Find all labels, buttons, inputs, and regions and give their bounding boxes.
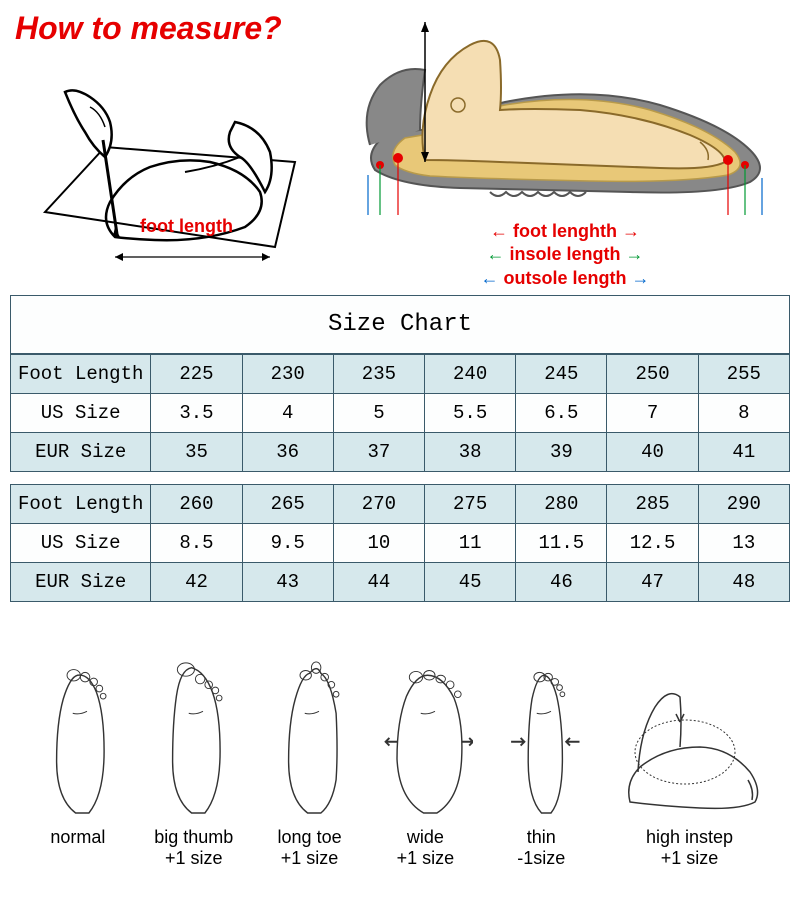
data-cell: 45 <box>425 563 516 602</box>
top-section: How to measure? foot l <box>0 0 800 290</box>
data-cell: 8 <box>698 394 789 433</box>
data-cell: 275 <box>425 485 516 524</box>
data-cell: 285 <box>607 485 698 524</box>
outsole-length-text: outsole length <box>504 268 627 288</box>
row-header: US Size <box>11 394 151 433</box>
size-table-1: Foot Length225230235240245250255US Size3… <box>10 354 790 472</box>
foot-type-label: normal <box>50 827 105 848</box>
data-cell: 4 <box>242 394 333 433</box>
data-cell: 12.5 <box>607 524 698 563</box>
left-panel: How to measure? foot l <box>0 0 330 290</box>
foot-type-longtoe: long toe+1 size <box>262 652 357 869</box>
size-chart-section: Size Chart Foot Length225230235240245250… <box>0 290 800 619</box>
size-chart-title: Size Chart <box>10 295 790 354</box>
row-header: Foot Length <box>11 485 151 524</box>
data-cell: 40 <box>607 433 698 472</box>
data-cell: 48 <box>698 563 789 602</box>
table-row: Foot Length260265270275280285290 <box>11 485 790 524</box>
foot-type-label: high instep <box>646 827 733 848</box>
foot-type-thin: thin-1size <box>494 652 589 869</box>
data-cell: 5 <box>333 394 424 433</box>
data-cell: 42 <box>151 563 242 602</box>
data-cell: 41 <box>698 433 789 472</box>
foot-type-adjust: +1 size <box>661 848 719 869</box>
foot-type-normal: normal <box>30 652 125 869</box>
data-cell: 46 <box>516 563 607 602</box>
data-cell: 250 <box>607 355 698 394</box>
length-labels-block: ← foot lenghth → ← insole length → ← out… <box>330 220 800 290</box>
data-cell: 245 <box>516 355 607 394</box>
data-cell: 270 <box>333 485 424 524</box>
foot-type-adjust: -1size <box>517 848 565 869</box>
foot-type-adjust: +1 size <box>281 848 339 869</box>
data-cell: 5.5 <box>425 394 516 433</box>
row-header: Foot Length <box>11 355 151 394</box>
insole-length-text: insole length <box>509 244 620 264</box>
foot-type-bigthumb: big thumb+1 size <box>146 652 241 869</box>
table-row: US Size3.5455.56.578 <box>11 394 790 433</box>
data-cell: 10 <box>333 524 424 563</box>
data-cell: 255 <box>698 355 789 394</box>
data-cell: 225 <box>151 355 242 394</box>
data-cell: 235 <box>333 355 424 394</box>
data-cell: 13 <box>698 524 789 563</box>
data-cell: 44 <box>333 563 424 602</box>
right-panel: ← foot lenghth → ← insole length → ← out… <box>330 0 800 290</box>
foot-type-wide: wide+1 size <box>378 652 473 869</box>
size-table-2: Foot Length260265270275280285290US Size8… <box>10 484 790 602</box>
data-cell: 6.5 <box>516 394 607 433</box>
row-header: EUR Size <box>11 563 151 602</box>
data-cell: 290 <box>698 485 789 524</box>
row-header: US Size <box>11 524 151 563</box>
table-row: EUR Size42434445464748 <box>11 563 790 602</box>
foot-type-adjust: +1 size <box>397 848 455 869</box>
data-cell: 265 <box>242 485 333 524</box>
foot-type-label: long toe <box>278 827 342 848</box>
data-cell: 39 <box>516 433 607 472</box>
foot-types-section: normal big thumb+1 size long toe+1 size … <box>0 619 800 869</box>
foot-type-instep: high instep+1 size <box>610 652 770 869</box>
data-cell: 280 <box>516 485 607 524</box>
data-cell: 11 <box>425 524 516 563</box>
foot-trace-diagram: foot length <box>15 62 315 262</box>
foot-type-label: thin <box>527 827 556 848</box>
foot-type-label: big thumb <box>154 827 233 848</box>
data-cell: 47 <box>607 563 698 602</box>
table-row: EUR Size35363738394041 <box>11 433 790 472</box>
foot-length-text: foot lenghth <box>513 221 617 241</box>
data-cell: 43 <box>242 563 333 602</box>
data-cell: 35 <box>151 433 242 472</box>
data-cell: 230 <box>242 355 333 394</box>
data-cell: 11.5 <box>516 524 607 563</box>
insole-length-line: ← insole length → <box>330 243 800 266</box>
table-row: US Size8.59.5101111.512.513 <box>11 524 790 563</box>
data-cell: 260 <box>151 485 242 524</box>
data-cell: 9.5 <box>242 524 333 563</box>
outsole-length-line: ← outsole length → <box>330 267 800 290</box>
data-cell: 7 <box>607 394 698 433</box>
data-cell: 36 <box>242 433 333 472</box>
page-title: How to measure? <box>15 10 330 47</box>
row-header: EUR Size <box>11 433 151 472</box>
foot-type-adjust: +1 size <box>165 848 223 869</box>
foot-type-label: wide <box>407 827 444 848</box>
data-cell: 8.5 <box>151 524 242 563</box>
shoe-diagram-icon <box>330 10 790 220</box>
foot-type-adjust <box>75 848 80 869</box>
data-cell: 240 <box>425 355 516 394</box>
data-cell: 3.5 <box>151 394 242 433</box>
foot-length-line: ← foot lenghth → <box>330 220 800 243</box>
table-row: Foot Length225230235240245250255 <box>11 355 790 394</box>
foot-length-label: foot length <box>140 216 233 237</box>
data-cell: 37 <box>333 433 424 472</box>
data-cell: 38 <box>425 433 516 472</box>
